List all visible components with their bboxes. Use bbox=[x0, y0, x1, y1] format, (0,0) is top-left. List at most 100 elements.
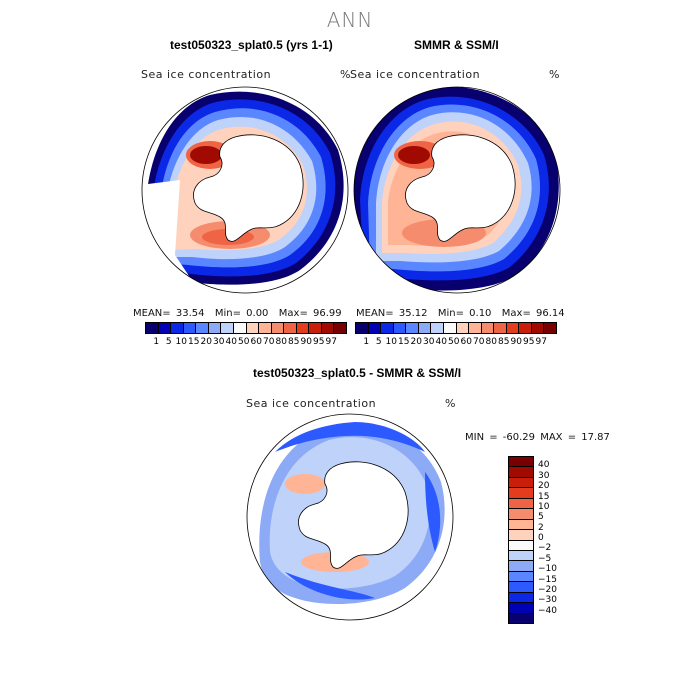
colorbar-tick-label: 95 bbox=[313, 337, 325, 347]
panel-diff-unit: % bbox=[445, 397, 456, 410]
colorbar-swatch bbox=[259, 323, 272, 333]
panel-obs-mean-label: MEAN= bbox=[356, 308, 394, 319]
colorbar-swatch bbox=[158, 323, 172, 333]
colorbar-swatch bbox=[334, 323, 346, 333]
colorbar-swatch bbox=[221, 323, 234, 333]
colorbar-tick-label: 20 bbox=[410, 337, 422, 347]
colorbar-tick-label: 90 bbox=[510, 337, 522, 347]
colorbar-swatch bbox=[509, 477, 533, 489]
panel-obs-max: 96.14 bbox=[536, 308, 565, 319]
colorbar-swatch bbox=[509, 530, 533, 541]
colorbar-tick-label: 15 bbox=[188, 337, 200, 347]
colorbar-swatch bbox=[196, 323, 209, 333]
colorbar-model bbox=[145, 322, 347, 334]
figure-title: ANN bbox=[326, 8, 374, 32]
colorbar-swatch bbox=[509, 467, 533, 478]
colorbar-tick-label: −15 bbox=[538, 574, 557, 585]
colorbar-swatch bbox=[509, 498, 533, 510]
panel-diff-minmax: MIN = -60.29 MAX = 17.87 bbox=[465, 432, 610, 443]
colorbar-swatch bbox=[443, 323, 457, 333]
colorbar-tick-label: 40 bbox=[225, 337, 237, 347]
colorbar-tick-label: −5 bbox=[538, 553, 552, 564]
colorbar-swatch bbox=[509, 519, 533, 531]
colorbar-tick-label: 10 bbox=[538, 501, 550, 512]
colorbar-tick-label: 5 bbox=[375, 337, 382, 347]
colorbar-swatch bbox=[381, 323, 394, 333]
colorbar-tick-label: 50 bbox=[448, 337, 460, 347]
panel-model-max: 96.99 bbox=[313, 308, 342, 319]
colorbar-tick-label: −2 bbox=[538, 543, 552, 554]
colorbar-swatch bbox=[309, 323, 322, 333]
panel-diff-field-label: Sea ice concentration bbox=[246, 397, 377, 410]
panel-model-map bbox=[141, 86, 349, 294]
colorbar-swatch bbox=[506, 323, 520, 333]
panel-diff-title: test050323_splat0.5 - SMMR & SSM/I bbox=[253, 366, 462, 380]
colorbar-tick-label: 40 bbox=[435, 337, 447, 347]
colorbar-tick-label: 15 bbox=[398, 337, 410, 347]
panel-model-title: test050323_splat0.5 (yrs 1-1) bbox=[170, 38, 333, 52]
colorbar-swatch bbox=[393, 323, 407, 333]
colorbar-swatch bbox=[509, 592, 533, 604]
colorbar-tick-label: 1 bbox=[153, 337, 160, 347]
panel-obs-unit: % bbox=[549, 68, 560, 81]
colorbar-swatch bbox=[368, 323, 382, 333]
panel-model-min-label: Min= bbox=[214, 308, 241, 319]
colorbar-tick-label: 70 bbox=[263, 337, 275, 347]
colorbar-swatch bbox=[296, 323, 310, 333]
colorbar-swatch bbox=[171, 323, 184, 333]
panel-model-max-label: Max= bbox=[278, 308, 308, 319]
panel-model-field-label: Sea ice concentration bbox=[141, 68, 272, 81]
colorbar-tick-label: −30 bbox=[538, 595, 557, 606]
colorbar-tick-label: 10 bbox=[385, 337, 397, 347]
colorbar-tick-label: 50 bbox=[238, 337, 250, 347]
colorbar-swatch bbox=[509, 550, 533, 562]
colorbar-swatch bbox=[469, 323, 482, 333]
colorbar-tick-label: 80 bbox=[485, 337, 497, 347]
colorbar-swatch bbox=[481, 323, 495, 333]
colorbar-tick-label: 30 bbox=[538, 470, 550, 481]
colorbar-tick-label: 5 bbox=[538, 512, 544, 523]
colorbar-swatch bbox=[246, 323, 260, 333]
colorbar-swatch bbox=[356, 323, 369, 333]
colorbar-tick-label: 90 bbox=[300, 337, 312, 347]
colorbar-tick-label: 70 bbox=[473, 337, 485, 347]
colorbar-swatch bbox=[509, 582, 533, 593]
colorbar-tick-label: 20 bbox=[538, 481, 550, 492]
colorbar-swatch bbox=[284, 323, 297, 333]
colorbar-diff bbox=[508, 456, 534, 624]
panel-obs-title: SMMR & SSM/I bbox=[414, 38, 499, 52]
panel-obs-mean: 35.12 bbox=[398, 308, 428, 319]
colorbar-swatch bbox=[418, 323, 432, 333]
panel-obs-min-label: Min= bbox=[437, 308, 464, 319]
colorbar-swatch bbox=[519, 323, 532, 333]
colorbar-tick-label: −40 bbox=[538, 605, 557, 616]
panel-obs-field-label: Sea ice concentration bbox=[350, 68, 481, 81]
panel-obs-max-label: Max= bbox=[501, 308, 531, 319]
panel-model-mean-label: MEAN= bbox=[133, 308, 171, 319]
panel-model-min: 0.00 bbox=[246, 308, 269, 319]
colorbar-swatch bbox=[509, 509, 533, 520]
colorbar-tick-label: 60 bbox=[250, 337, 262, 347]
colorbar-tick-label: 10 bbox=[175, 337, 187, 347]
panel-obs-min: 0.10 bbox=[469, 308, 492, 319]
colorbar-swatch bbox=[321, 323, 335, 333]
panel-model-mean: 33.54 bbox=[175, 308, 205, 319]
colorbar-swatch bbox=[509, 571, 533, 583]
colorbar-obs bbox=[355, 322, 557, 334]
colorbar-tick-label: 2 bbox=[538, 522, 544, 533]
colorbar-swatch bbox=[494, 323, 507, 333]
colorbar-tick-label: 97 bbox=[535, 337, 547, 347]
colorbar-swatch bbox=[208, 323, 222, 333]
panel-diff-map bbox=[246, 413, 454, 621]
colorbar-swatch bbox=[509, 540, 533, 551]
colorbar-tick-label: 15 bbox=[538, 491, 550, 502]
colorbar-tick-label: 1 bbox=[363, 337, 370, 347]
colorbar-swatch bbox=[271, 323, 285, 333]
colorbar-tick-label: 0 bbox=[538, 533, 544, 543]
colorbar-tick-label: 20 bbox=[200, 337, 212, 347]
panel-obs-map bbox=[353, 86, 561, 294]
colorbar-tick-label: 40 bbox=[538, 460, 550, 471]
colorbar-tick-label: 60 bbox=[460, 337, 472, 347]
colorbar-swatch bbox=[544, 323, 556, 333]
colorbar-swatch bbox=[509, 457, 533, 468]
